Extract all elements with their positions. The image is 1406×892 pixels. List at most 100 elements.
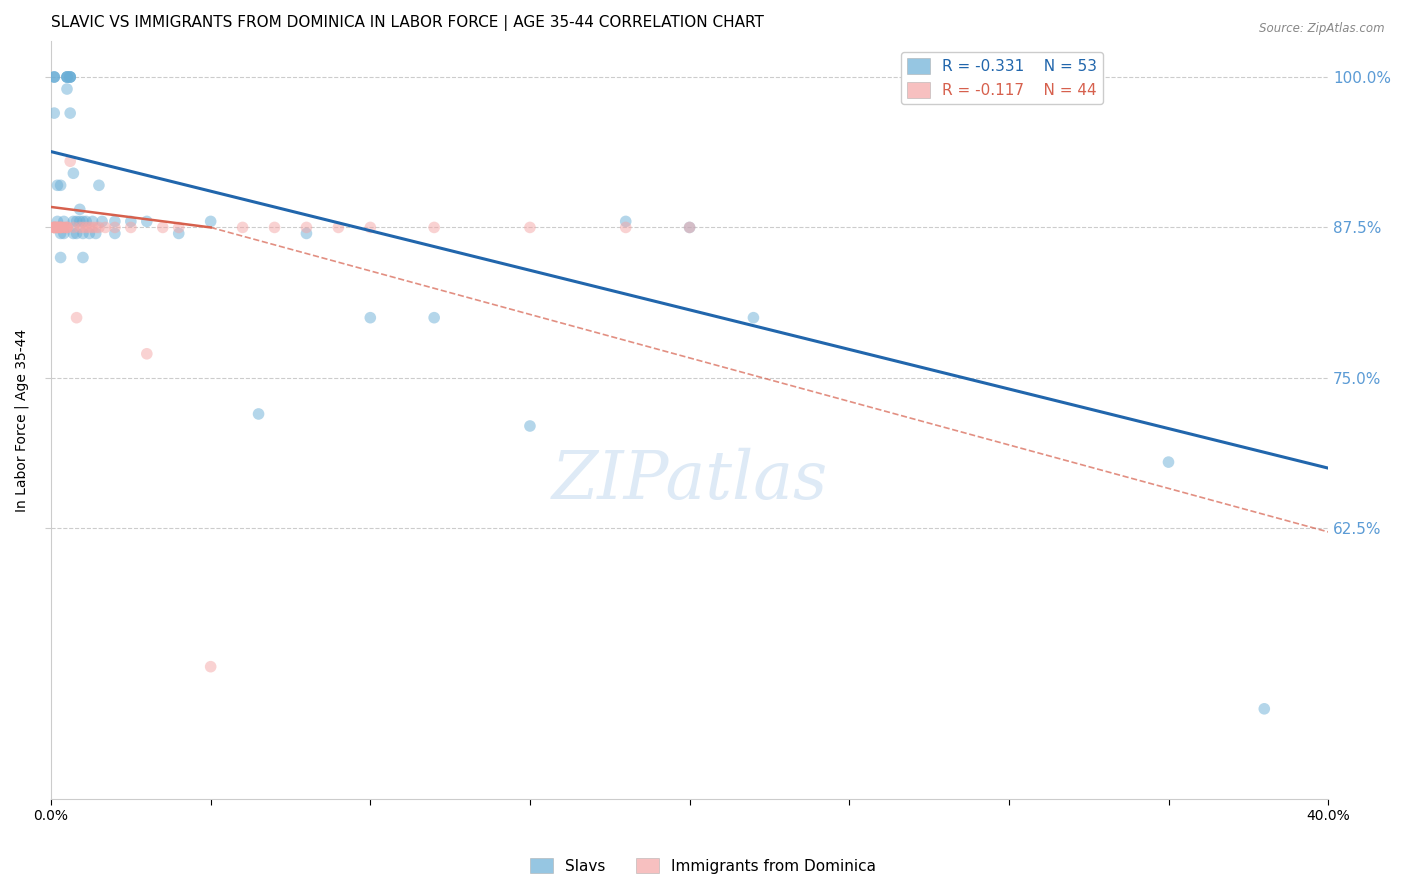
Point	[56, 70, 79, 84]
Point	[295, 227, 318, 241]
Point	[104, 214, 127, 228]
Point	[46, 220, 69, 235]
Point	[59, 70, 82, 84]
Point	[62, 166, 84, 180]
Point	[56, 82, 79, 96]
Point	[104, 227, 127, 241]
Point	[614, 220, 637, 235]
Point	[59, 154, 82, 169]
Point	[263, 220, 285, 235]
Point	[200, 659, 222, 673]
Point	[52, 220, 75, 235]
Point	[56, 70, 79, 84]
Point	[84, 220, 107, 235]
Point	[120, 220, 142, 235]
Point	[104, 220, 127, 235]
Point	[49, 178, 72, 193]
Point	[678, 220, 700, 235]
Point	[49, 251, 72, 265]
Point	[79, 227, 101, 241]
Point	[44, 220, 66, 235]
Point	[52, 227, 75, 241]
Point	[82, 214, 104, 228]
Point	[200, 214, 222, 228]
Point	[359, 310, 381, 325]
Point	[94, 220, 117, 235]
Point	[65, 214, 87, 228]
Point	[1157, 455, 1180, 469]
Point	[62, 214, 84, 228]
Point	[232, 220, 254, 235]
Point	[44, 70, 66, 84]
Point	[69, 220, 91, 235]
Point	[62, 227, 84, 241]
Point	[295, 220, 318, 235]
Point	[167, 227, 190, 241]
Point	[52, 214, 75, 228]
Point	[79, 220, 101, 235]
Point	[46, 214, 69, 228]
Point	[59, 70, 82, 84]
Point	[614, 214, 637, 228]
Point	[52, 220, 75, 235]
Point	[135, 347, 157, 361]
Point	[59, 70, 82, 84]
Point	[49, 220, 72, 235]
Point	[91, 214, 114, 228]
Point	[72, 214, 94, 228]
Point	[247, 407, 270, 421]
Point	[65, 310, 87, 325]
Point	[742, 310, 765, 325]
Point	[120, 214, 142, 228]
Point	[44, 220, 66, 235]
Point	[82, 220, 104, 235]
Point	[44, 220, 66, 235]
Point	[56, 220, 79, 235]
Point	[59, 70, 82, 84]
Point	[152, 220, 174, 235]
Point	[46, 178, 69, 193]
Point	[44, 70, 66, 84]
Point	[519, 419, 541, 434]
Point	[72, 251, 94, 265]
Point	[359, 220, 381, 235]
Point	[69, 214, 91, 228]
Point	[44, 220, 66, 235]
Point	[44, 70, 66, 84]
Point	[328, 220, 350, 235]
Point	[44, 106, 66, 120]
Text: Source: ZipAtlas.com: Source: ZipAtlas.com	[1260, 22, 1385, 36]
Point	[423, 310, 446, 325]
Point	[72, 220, 94, 235]
Point	[56, 70, 79, 84]
Point	[423, 220, 446, 235]
Point	[44, 220, 66, 235]
Point	[167, 220, 190, 235]
Point	[49, 227, 72, 241]
Point	[84, 227, 107, 241]
Point	[56, 220, 79, 235]
Point	[87, 220, 110, 235]
Point	[1253, 702, 1275, 716]
Point	[69, 202, 91, 217]
Point	[678, 220, 700, 235]
Legend: Slavs, Immigrants from Dominica: Slavs, Immigrants from Dominica	[524, 852, 882, 880]
Point	[46, 220, 69, 235]
Text: ZIPatlas: ZIPatlas	[551, 448, 828, 513]
Point	[46, 220, 69, 235]
Point	[519, 220, 541, 235]
Point	[75, 214, 97, 228]
Text: SLAVIC VS IMMIGRANTS FROM DOMINICA IN LABOR FORCE | AGE 35-44 CORRELATION CHART: SLAVIC VS IMMIGRANTS FROM DOMINICA IN LA…	[51, 15, 763, 31]
Point	[56, 70, 79, 84]
Point	[65, 227, 87, 241]
Legend: R = -0.331    N = 53, R = -0.117    N = 44: R = -0.331 N = 53, R = -0.117 N = 44	[901, 53, 1104, 104]
Point	[75, 220, 97, 235]
Point	[49, 220, 72, 235]
Point	[59, 106, 82, 120]
Point	[62, 220, 84, 235]
Point	[49, 220, 72, 235]
Point	[72, 227, 94, 241]
Point	[46, 220, 69, 235]
Point	[135, 214, 157, 228]
Point	[56, 220, 79, 235]
